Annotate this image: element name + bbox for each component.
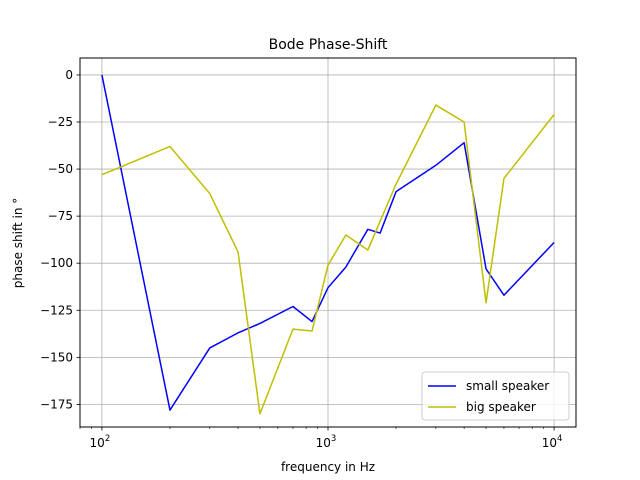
y-tick-label: −50 [48, 162, 73, 176]
y-tick-label: −25 [48, 115, 73, 129]
legend-box [421, 371, 570, 421]
y-tick-label: 0 [65, 68, 73, 82]
y-tick-label: −75 [48, 209, 73, 223]
y-tick-label: −100 [40, 256, 73, 270]
legend: small speaker big speaker [421, 371, 570, 421]
chart-title: Bode Phase-Shift [269, 37, 388, 53]
x-axis-label: frequency in Hz [281, 460, 375, 474]
series-line-big-speaker [101, 104, 555, 415]
legend-label-big-speaker: big speaker [466, 400, 536, 414]
y-tick-label: −150 [40, 350, 73, 364]
legend-label-small-speaker: small speaker [466, 379, 549, 393]
y-axis-label: phase shift in ° [11, 198, 25, 289]
y-tick-label: −125 [40, 303, 73, 317]
y-tick-label: −175 [40, 397, 73, 411]
series-lines [101, 74, 555, 415]
